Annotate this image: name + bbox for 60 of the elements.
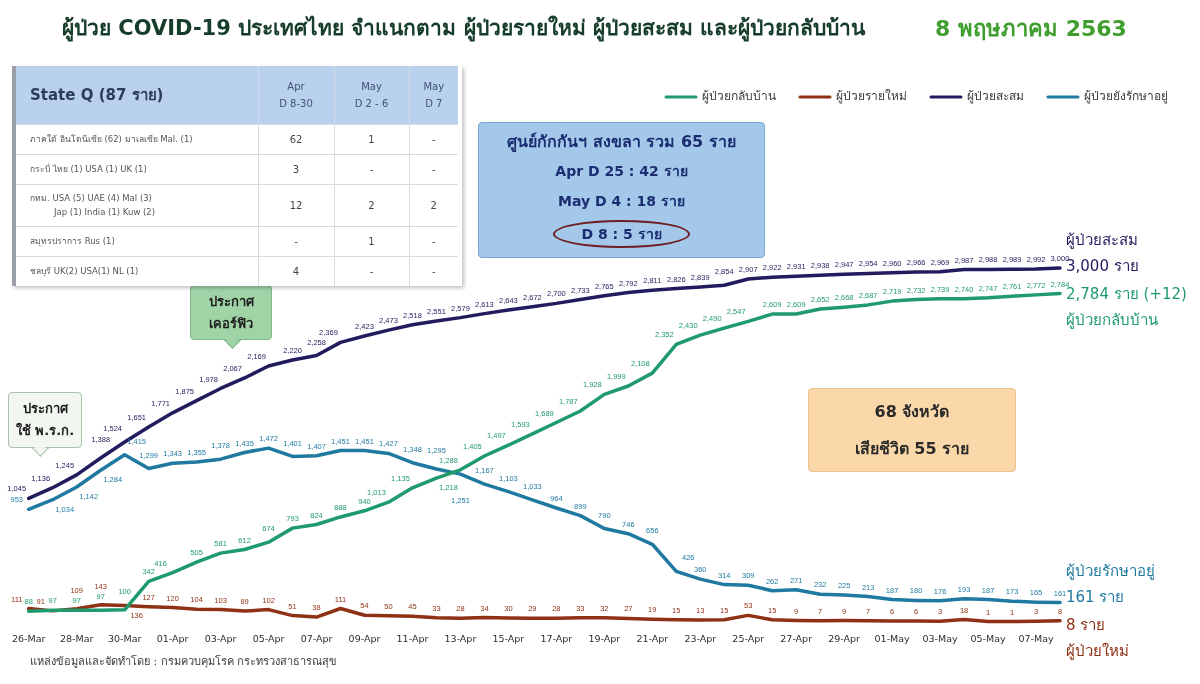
x-tick-label: 28-Mar <box>59 632 94 644</box>
annotation: ประกาศ เคอร์ฟิว <box>208 292 254 333</box>
text: 2 <box>368 199 375 211</box>
x-tick-label: 25-Apr <box>732 632 765 644</box>
annotation: ผู้ป่วยรักษาอยู่ 161 ราย <box>1066 561 1155 606</box>
x-tick-label: 01-May <box>874 632 911 644</box>
category-label: กระบี่ ไทย (1) USA (1) UK (1) <box>30 164 147 174</box>
legend-label: ผู้ป่วยสะสม <box>967 89 1024 105</box>
info-box: ศูนย์กักกันฯ สงขลา รวม 65 ราย Apr D 25 : 42 ราย May D 4 : 18 ราย D 8 : 5 ราย <box>478 122 765 258</box>
text: 4 <box>292 265 300 277</box>
category-label: สมุทรปราการ Rus (1) <box>30 236 115 246</box>
x-tick-label: 11-Apr <box>396 632 429 644</box>
x-tick-label: 09-Apr <box>348 632 381 644</box>
text: 62 <box>289 133 303 145</box>
text: - <box>431 235 436 247</box>
category-label: May D 7 <box>422 79 446 111</box>
annotation: ประกาศ ใช้ พ.ร.ก. <box>15 400 75 440</box>
chart-subtitle: 8 พฤษภาคม 2563 <box>935 15 1127 41</box>
x-tick-label: 19-Apr <box>588 632 621 644</box>
text: แหล่งข้อมูลและจัดทำโดย : กรมควบคุมโรค กระทรวงสาธารณสุข <box>30 653 338 668</box>
text: 2 <box>430 199 437 211</box>
text: - <box>369 265 374 277</box>
annotation: 68 จังหวัด เสียชีวิต 55 ราย <box>854 401 970 459</box>
text: 1 <box>368 235 375 247</box>
text: 3 <box>292 163 300 175</box>
text: - <box>431 163 436 175</box>
x-tick-label: 13-Apr <box>444 632 477 644</box>
info-box: 68 จังหวัด เสียชีวิต 55 ราย <box>808 388 1016 472</box>
category-label: Apr D 8-30 <box>278 79 314 111</box>
text: - <box>431 265 436 277</box>
category-label: ภาคใต้ อินโดนีเซีย (62) มาเลเซีย Mal. (1) <box>30 134 193 144</box>
x-tick-label: 01-Apr <box>156 632 189 644</box>
legend-label: ผู้ป่วยกลับบ้าน <box>702 89 776 105</box>
chart-title: ผู้ป่วย COVID-19 ประเทศไทย จำแนกตาม ผู้ป่วยรายใหม่ ผู้ป่วยสะสม และผู้ป่วยกลับบ้าน <box>62 15 867 43</box>
legend-label: ผู้ป่วยรายใหม่ <box>836 89 907 105</box>
text: - <box>431 133 436 145</box>
annotation: 8 ราย ผู้ป่วยใหม่ <box>1066 615 1129 660</box>
x-tick-label: 05-Apr <box>252 632 285 644</box>
x-tick-label: 29-Apr <box>828 632 861 644</box>
category-label: กทม. USA (5) UAE (4) Mal (3) Jap (1) India (1) Kuw (2) <box>30 193 156 217</box>
category-label: ชลบุรี UK(2) USA(1) NL (1) <box>30 266 139 277</box>
x-tick-label: 27-Apr <box>780 632 813 644</box>
x-tick-label: 23-Apr <box>684 632 717 644</box>
x-tick-label: 21-Apr <box>636 632 669 644</box>
text: - <box>294 235 298 247</box>
legend-label: ผู้ป่วยยังรักษาอยู่ <box>1084 89 1168 105</box>
x-tick-label: 26-Mar <box>11 632 46 644</box>
x-tick-label: 17-Apr <box>540 632 573 644</box>
x-tick-label: 03-May <box>922 632 959 644</box>
text: - <box>369 163 374 175</box>
x-tick-label: 07-Apr <box>300 632 333 644</box>
x-tick-label: 07-May <box>1018 632 1054 644</box>
text: 1 <box>368 133 375 145</box>
category-label: May D 2 - 6 <box>353 79 390 111</box>
text: State Q (87 ราย) <box>16 66 258 124</box>
x-tick-label: 05-May <box>970 632 1006 644</box>
x-tick-label: 30-Mar <box>107 632 142 644</box>
text: 12 <box>289 199 303 211</box>
x-tick-label: 03-Apr <box>204 632 237 644</box>
x-tick-label: 15-Apr <box>492 632 525 644</box>
